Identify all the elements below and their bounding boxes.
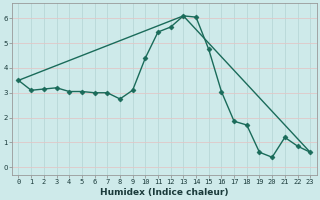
X-axis label: Humidex (Indice chaleur): Humidex (Indice chaleur) xyxy=(100,188,228,197)
